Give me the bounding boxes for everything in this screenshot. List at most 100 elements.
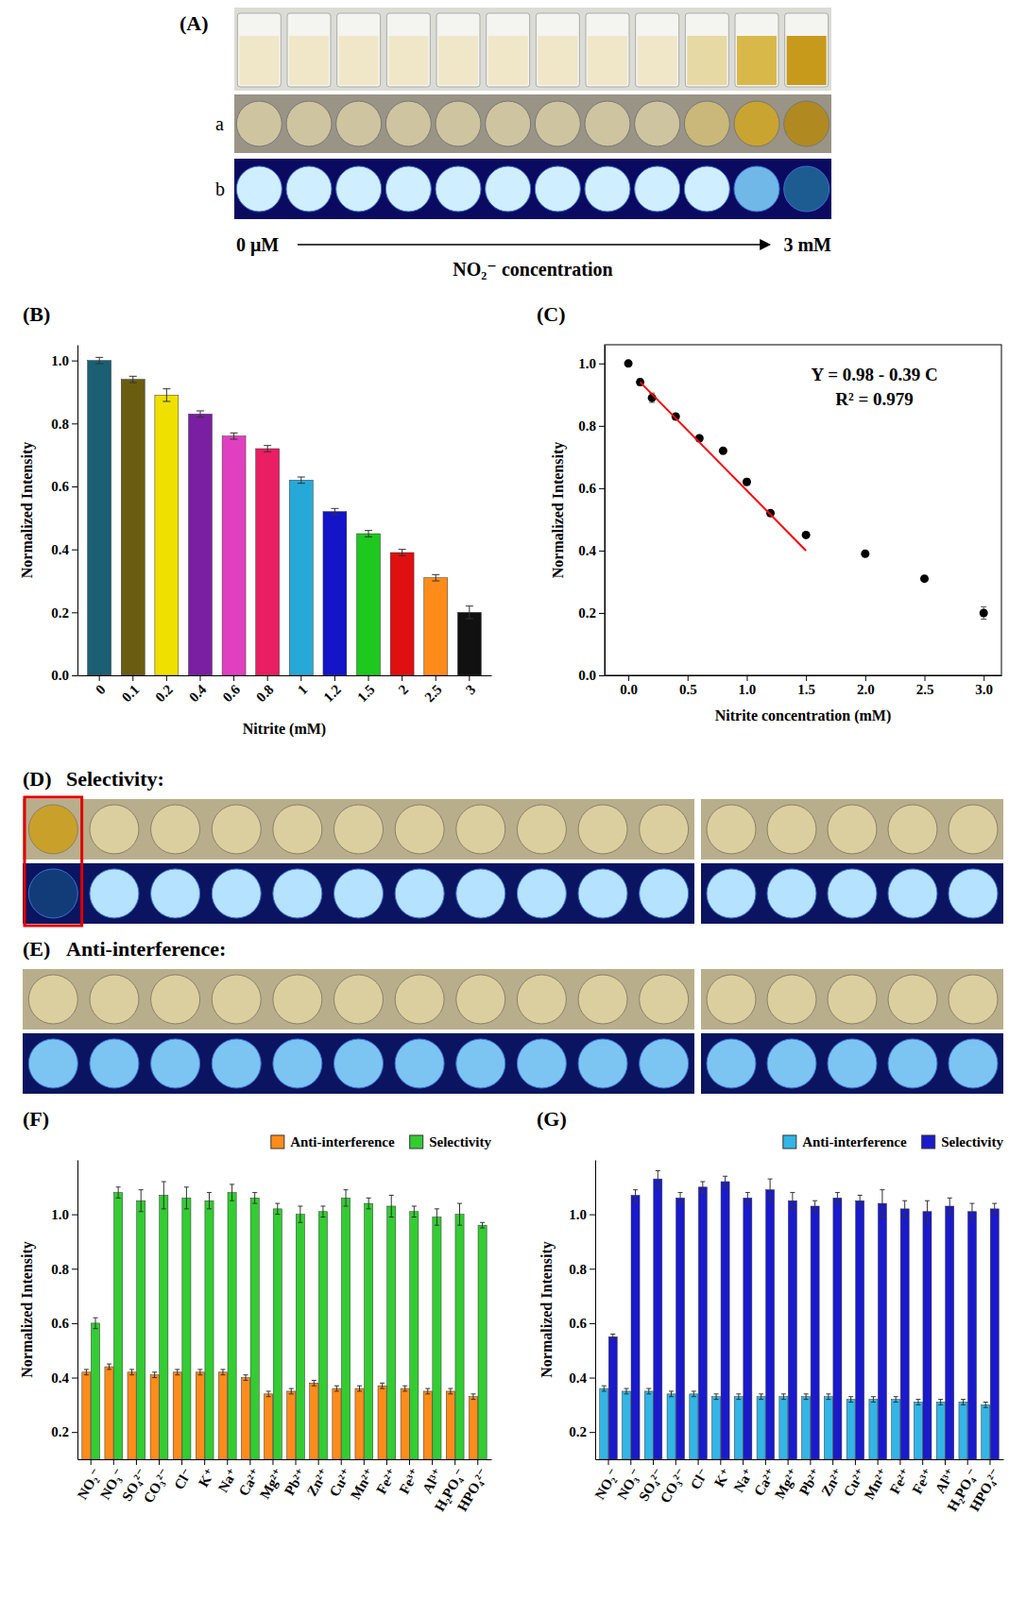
error-bar: [425, 1388, 430, 1395]
x-axis-tick-mark: [809, 1459, 811, 1466]
well: [385, 101, 431, 147]
x-axis-tick-mark: [865, 675, 867, 682]
x-axis-tick-mark: [687, 675, 689, 682]
x-axis-tick-label: Fe²⁺: [887, 1466, 914, 1497]
well-fluorescence: [336, 166, 382, 212]
x-axis-tick: Mg²⁺: [256, 1459, 287, 1502]
error-bar: [812, 1200, 818, 1213]
bar: [599, 1388, 609, 1460]
bar: [423, 1391, 432, 1460]
well: [89, 804, 139, 855]
error-bar: [610, 1333, 616, 1340]
error-bar: [700, 1181, 705, 1194]
y-axis-tick: 0.8: [51, 1262, 78, 1278]
arrow: [297, 243, 770, 246]
x-axis-tick-mark: [454, 1459, 456, 1466]
well: [639, 804, 689, 855]
legend: SelectivityAnti-interference: [783, 1134, 1005, 1150]
error-bar: [343, 1190, 349, 1207]
well: [334, 804, 384, 855]
error-bar: [320, 1206, 325, 1218]
error-bar: [411, 1206, 417, 1218]
y-axis-tick-mark: [71, 360, 78, 362]
cuvette-liquid: [786, 35, 827, 86]
error-bar: [174, 1369, 180, 1376]
error-bar: [129, 1369, 135, 1376]
error-bar: [465, 606, 474, 619]
x-axis-tick-label: Fe²⁺: [373, 1466, 400, 1497]
x-axis-tick-label: 2.0: [856, 682, 875, 698]
y-axis-tick: 0.6: [51, 478, 78, 495]
panel-letter: (G): [536, 1107, 567, 1131]
well: [578, 804, 628, 855]
error-bar: [947, 1197, 953, 1215]
plot-area: [599, 1171, 999, 1460]
x-axis-tick-mark: [199, 675, 201, 682]
annotation: Y = 0.98 - 0.39 C: [811, 364, 939, 385]
well-fluorescence: [767, 869, 817, 919]
y-axis-tick-mark: [598, 675, 605, 677]
bar: [689, 1394, 699, 1460]
bar: [222, 436, 246, 676]
x-axis-tick-label: 0.8: [253, 682, 277, 706]
well-fluorescence: [151, 869, 201, 919]
y-axis-tick-label: 0.4: [568, 1370, 587, 1386]
x-axis-tick-mark: [233, 675, 235, 682]
photo-strip: [22, 1033, 695, 1095]
y-axis-tick: 0.6: [578, 480, 605, 496]
x-axis-tick-mark: [967, 1459, 969, 1466]
point: [920, 574, 929, 583]
well-fluorescence: [394, 869, 445, 919]
error-bar: [434, 1209, 440, 1226]
y-axis-tick: 0.2: [51, 605, 78, 621]
bar: [295, 1214, 305, 1460]
bar: [332, 1388, 342, 1460]
x-axis-tick: 3: [462, 675, 479, 698]
x-axis-tick-label: Cl⁻: [171, 1466, 195, 1493]
bar: [195, 1372, 205, 1460]
x-axis-tick: Fe²⁺: [373, 1459, 400, 1497]
x-axis-tick-label: 0.0: [619, 682, 638, 698]
well-fluorescence: [706, 1039, 756, 1089]
panel-letter: (A): [179, 11, 209, 35]
well: [435, 101, 481, 147]
y-axis-tick-mark: [589, 1432, 596, 1434]
y-axis-tick-label: 1.0: [568, 1207, 587, 1223]
panel-a: (A)ab0 μM3 mMNO₂⁻ concentration: [179, 7, 832, 280]
well-fluorescence: [639, 1039, 689, 1089]
well-fluorescence: [435, 166, 481, 212]
x-axis-tick: 1.5: [354, 675, 378, 705]
y-axis-tick: 1.0: [578, 356, 605, 372]
x-axis-tick-mark: [477, 1459, 479, 1466]
x-axis-tick: 1.2: [320, 675, 344, 705]
well: [767, 804, 817, 855]
well: [706, 974, 756, 1025]
y-axis-tick: 0.8: [578, 418, 605, 434]
error-bar: [220, 1369, 225, 1376]
axis-title: Normalized Intensity: [18, 442, 36, 579]
bar: [712, 1397, 721, 1460]
bar: [172, 1372, 182, 1460]
point: [860, 549, 870, 559]
range-label: 0 μM: [236, 234, 279, 257]
cuvette: [337, 13, 381, 87]
legend-swatch: [922, 1135, 936, 1149]
bar: [364, 1203, 374, 1460]
y-axis-tick-label: 1.0: [51, 1207, 69, 1223]
bar: [990, 1209, 999, 1460]
well-fluorescence: [286, 166, 332, 212]
well-fluorescence: [394, 1039, 445, 1089]
y-axis-tick-label: 1.0: [578, 356, 597, 372]
x-axis-tick-label: 1: [294, 682, 311, 699]
bar: [240, 1378, 250, 1460]
error-bar: [95, 357, 103, 364]
error-bar: [311, 1380, 317, 1386]
y-axis: 0.00.20.40.60.81.0: [578, 345, 605, 684]
error-bar: [835, 1193, 840, 1205]
x-axis-tick-mark: [435, 675, 437, 682]
well: [767, 974, 817, 1025]
well: [211, 804, 261, 855]
x-axis-tick-label: Cl⁻: [687, 1466, 712, 1493]
x-axis-line: [78, 1459, 493, 1461]
y-axis-tick-label: 0.8: [51, 1262, 69, 1278]
